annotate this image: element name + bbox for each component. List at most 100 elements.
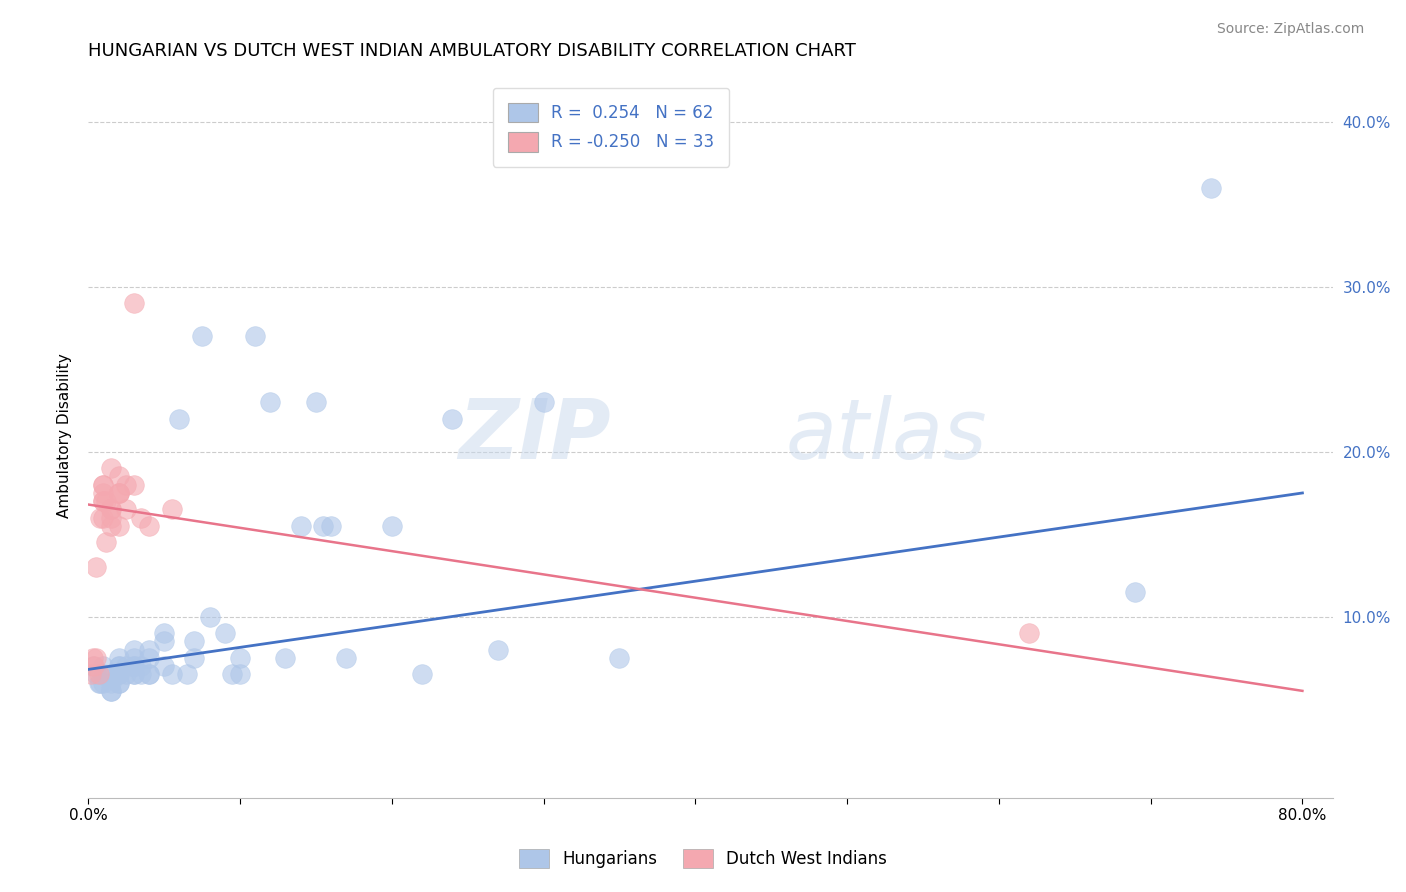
Point — [138, 519, 160, 533]
Point — [1018, 626, 1040, 640]
Point — [91, 494, 114, 508]
Point — [91, 667, 114, 681]
Point — [100, 684, 122, 698]
Point — [221, 667, 243, 681]
Point — [100, 519, 122, 533]
Point — [129, 667, 152, 681]
Point — [91, 510, 114, 524]
Point — [122, 667, 145, 681]
Point — [89, 675, 111, 690]
Point — [441, 411, 464, 425]
Point — [122, 667, 145, 681]
Text: Source: ZipAtlas.com: Source: ZipAtlas.com — [1216, 22, 1364, 37]
Point — [1125, 585, 1147, 599]
Point — [122, 659, 145, 673]
Point — [153, 634, 176, 648]
Point — [107, 659, 129, 673]
Point — [115, 667, 138, 681]
Point — [138, 642, 160, 657]
Point — [153, 626, 176, 640]
Point — [91, 675, 114, 690]
Text: atlas: atlas — [785, 395, 987, 475]
Point — [96, 494, 118, 508]
Point — [274, 651, 297, 665]
Point — [100, 675, 122, 690]
Point — [107, 469, 129, 483]
Point — [80, 667, 103, 681]
Point — [381, 519, 404, 533]
Point — [138, 651, 160, 665]
Point — [87, 667, 110, 681]
Point — [87, 675, 110, 690]
Point — [160, 502, 183, 516]
Point — [138, 667, 160, 681]
Point — [100, 502, 122, 516]
Point — [609, 651, 631, 665]
Point — [153, 659, 176, 673]
Point — [486, 642, 509, 657]
Point — [122, 651, 145, 665]
Point — [183, 634, 205, 648]
Legend: R =  0.254   N = 62, R = -0.250   N = 33: R = 0.254 N = 62, R = -0.250 N = 33 — [492, 88, 730, 167]
Point — [312, 519, 335, 533]
Point — [82, 651, 104, 665]
Point — [107, 486, 129, 500]
Point — [138, 667, 160, 681]
Point — [198, 609, 221, 624]
Point — [243, 329, 266, 343]
Point — [115, 502, 138, 516]
Point — [96, 535, 118, 549]
Point — [183, 651, 205, 665]
Point — [100, 510, 122, 524]
Point — [122, 659, 145, 673]
Point — [82, 659, 104, 673]
Point — [115, 477, 138, 491]
Point — [89, 510, 111, 524]
Point — [84, 651, 107, 665]
Point — [91, 477, 114, 491]
Point — [122, 296, 145, 310]
Point — [91, 659, 114, 673]
Point — [122, 477, 145, 491]
Point — [107, 486, 129, 500]
Point — [319, 519, 342, 533]
Point — [167, 411, 190, 425]
Legend: Hungarians, Dutch West Indians: Hungarians, Dutch West Indians — [513, 842, 893, 875]
Point — [290, 519, 312, 533]
Point — [160, 667, 183, 681]
Point — [100, 461, 122, 475]
Point — [84, 667, 107, 681]
Text: HUNGARIAN VS DUTCH WEST INDIAN AMBULATORY DISABILITY CORRELATION CHART: HUNGARIAN VS DUTCH WEST INDIAN AMBULATOR… — [89, 42, 856, 60]
Point — [91, 477, 114, 491]
Point — [107, 667, 129, 681]
Point — [91, 486, 114, 500]
Point — [305, 395, 328, 409]
Point — [411, 667, 433, 681]
Point — [229, 651, 252, 665]
Point — [100, 667, 122, 681]
Point — [107, 675, 129, 690]
Point — [129, 510, 152, 524]
Point — [533, 395, 555, 409]
Point — [100, 502, 122, 516]
Point — [107, 659, 129, 673]
Point — [107, 667, 129, 681]
Point — [107, 675, 129, 690]
Point — [122, 642, 145, 657]
Point — [115, 659, 138, 673]
Point — [259, 395, 281, 409]
Point — [84, 560, 107, 574]
Point — [1201, 181, 1223, 195]
Point — [214, 626, 236, 640]
Point — [107, 486, 129, 500]
Point — [191, 329, 214, 343]
Y-axis label: Ambulatory Disability: Ambulatory Disability — [58, 353, 72, 517]
Point — [229, 667, 252, 681]
Point — [107, 651, 129, 665]
Point — [335, 651, 357, 665]
Text: ZIP: ZIP — [458, 395, 610, 475]
Point — [83, 659, 105, 673]
Point — [100, 684, 122, 698]
Point — [107, 519, 129, 533]
Point — [129, 659, 152, 673]
